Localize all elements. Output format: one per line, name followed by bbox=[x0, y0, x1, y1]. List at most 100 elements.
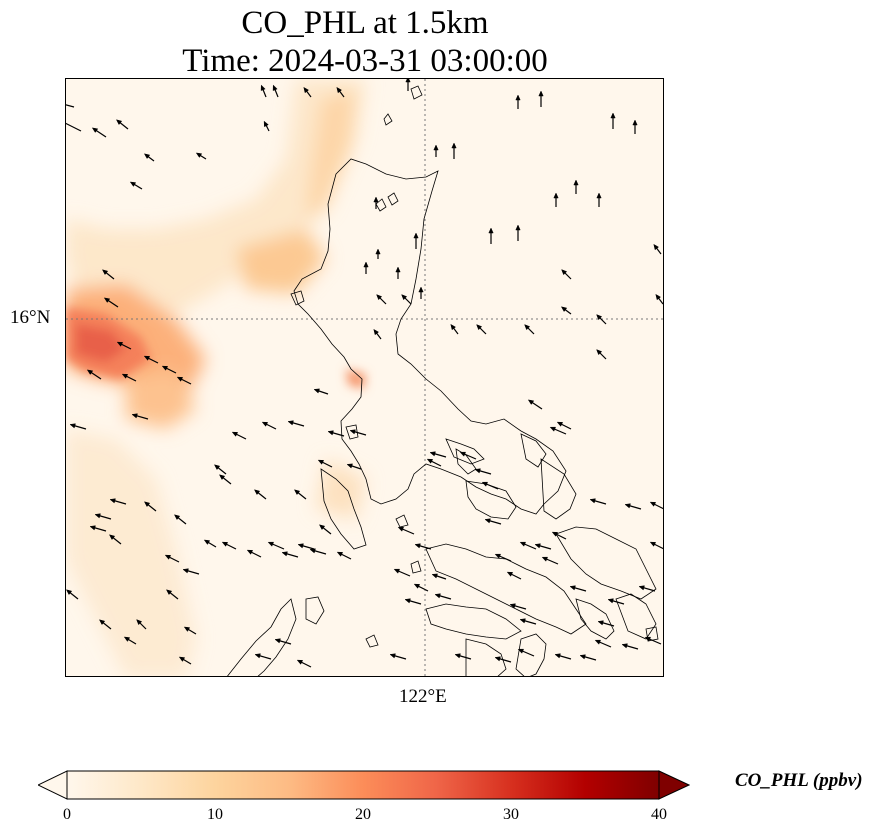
wind-arrow-head bbox=[121, 373, 129, 379]
wind-arrow-head bbox=[373, 328, 380, 336]
wind-arrow-head bbox=[515, 224, 521, 231]
wind-arrow-head bbox=[260, 84, 266, 91]
wind-arrow-head bbox=[624, 503, 631, 509]
wind-arrow-head bbox=[534, 543, 541, 549]
wind-arrow-head bbox=[213, 464, 221, 471]
wind-arrow-head bbox=[484, 518, 491, 524]
wind-arrow-head bbox=[182, 568, 189, 574]
wind-arrow-head bbox=[596, 349, 603, 356]
wind-arrow-head bbox=[561, 269, 568, 276]
wind-arrow-head bbox=[649, 501, 657, 507]
wind-arrow-head bbox=[336, 86, 343, 94]
wind-arrow-head bbox=[109, 498, 116, 504]
wind-arrow-head bbox=[519, 541, 527, 547]
wind-arrow-head bbox=[451, 142, 457, 149]
wind-arrow-head bbox=[327, 430, 334, 436]
wind-arrow-head bbox=[506, 571, 514, 577]
wind-arrow-head bbox=[556, 421, 564, 427]
map-canvas bbox=[66, 79, 663, 676]
wind-arrow-head bbox=[161, 365, 169, 371]
wind-arrow-head bbox=[397, 526, 405, 532]
wind-arrow-head bbox=[293, 489, 301, 496]
wind-arrow-head bbox=[638, 585, 645, 591]
wind-arrow-head bbox=[649, 541, 657, 547]
wind-arrow-head bbox=[413, 583, 421, 589]
wind-arrow-head bbox=[221, 541, 229, 547]
wind-arrow bbox=[66, 122, 82, 132]
wind-arrow-head bbox=[594, 639, 602, 645]
wind-arrow-head bbox=[450, 323, 457, 331]
wind-arrow-head bbox=[393, 568, 401, 574]
wind-arrow-head bbox=[274, 638, 281, 644]
wind-arrow-head bbox=[494, 553, 502, 559]
wind-arrow-head bbox=[549, 426, 557, 432]
wind-arrow-head bbox=[474, 468, 481, 474]
wind-arrow-head bbox=[336, 551, 344, 557]
wind-arrow-head bbox=[131, 413, 138, 419]
wind-arrow-head bbox=[165, 589, 173, 596]
wind-arrow-head bbox=[164, 554, 172, 560]
wind-arrow-head bbox=[69, 423, 76, 429]
wind-arrow-head bbox=[267, 541, 275, 547]
wind-arrow-head bbox=[123, 636, 131, 642]
coastline bbox=[227, 85, 659, 676]
wind-arrow-head bbox=[589, 498, 596, 504]
wind-arrow-head bbox=[401, 294, 408, 301]
co-concentration-field bbox=[66, 79, 366, 676]
wind-arrow-head bbox=[414, 543, 421, 549]
colorbar-tick-0: 0 bbox=[63, 806, 71, 823]
wind-arrow-head bbox=[143, 355, 151, 361]
colorbar-tick-10: 10 bbox=[207, 806, 223, 823]
wind-arrow-head bbox=[101, 269, 109, 276]
wind-arrow-head bbox=[596, 314, 603, 321]
wind-arrow bbox=[66, 104, 75, 108]
wind-arrow-head bbox=[375, 248, 381, 255]
wind-arrow-head bbox=[459, 451, 467, 457]
wind-arrow-head bbox=[313, 388, 320, 394]
wind-arrow-head bbox=[178, 656, 186, 662]
wind-arrow-head bbox=[405, 79, 411, 83]
co-hotspot bbox=[66, 307, 366, 389]
wind-arrow-head bbox=[183, 626, 191, 632]
colorbar-tick-30: 30 bbox=[503, 806, 519, 823]
map-panel bbox=[65, 78, 664, 677]
colorbar-min-extend bbox=[36, 770, 68, 800]
wind-arrow-head bbox=[413, 232, 419, 239]
wind-arrow-head bbox=[91, 127, 99, 133]
wind-arrow-head bbox=[653, 243, 660, 251]
wind-arrow-head bbox=[527, 399, 535, 405]
colorbar-label: CO_PHL (ppbv) bbox=[735, 770, 863, 791]
wind-arrow-head bbox=[287, 420, 294, 426]
wind-arrow-head bbox=[434, 593, 441, 599]
wind-arrow-head bbox=[541, 556, 549, 562]
wind-arrow-head bbox=[538, 90, 544, 97]
wind-arrow-head bbox=[281, 551, 288, 557]
wind-arrow-head bbox=[98, 619, 106, 626]
wind-arrow-head bbox=[263, 120, 269, 128]
colorbar-tick-20: 20 bbox=[355, 806, 371, 823]
wind-arrow-head bbox=[253, 489, 261, 496]
wind-arrow-head bbox=[429, 451, 436, 457]
wind-arrow-head bbox=[246, 549, 254, 555]
longitude-tick-label: 122°E bbox=[399, 686, 447, 707]
wind-arrow-head bbox=[509, 603, 516, 609]
wind-arrow-head bbox=[129, 181, 137, 187]
wind-arrow-head bbox=[363, 261, 369, 268]
wind-arrow-head bbox=[94, 513, 101, 519]
wind-arrow-head bbox=[143, 153, 151, 160]
wind-arrow-head bbox=[621, 643, 628, 649]
wind-arrow-head bbox=[655, 293, 662, 301]
wind-arrow-head bbox=[203, 539, 211, 545]
colorbar bbox=[36, 770, 691, 800]
wind-arrow-head bbox=[346, 463, 353, 469]
wind-arrow-head bbox=[476, 324, 483, 331]
wind-arrow-head bbox=[297, 543, 304, 549]
wind-arrow-head bbox=[596, 192, 602, 199]
wind-arrow-head bbox=[261, 421, 269, 427]
map-title-line-1: CO_PHL at 1.5km bbox=[241, 5, 489, 41]
wind-arrow-head bbox=[610, 112, 616, 119]
map-title-line-2: Time: 2024-03-31 03:00:00 bbox=[182, 43, 548, 79]
wind-arrow-head bbox=[431, 573, 438, 579]
wind-arrow-head bbox=[607, 598, 614, 604]
wind-arrow-head bbox=[373, 196, 379, 203]
